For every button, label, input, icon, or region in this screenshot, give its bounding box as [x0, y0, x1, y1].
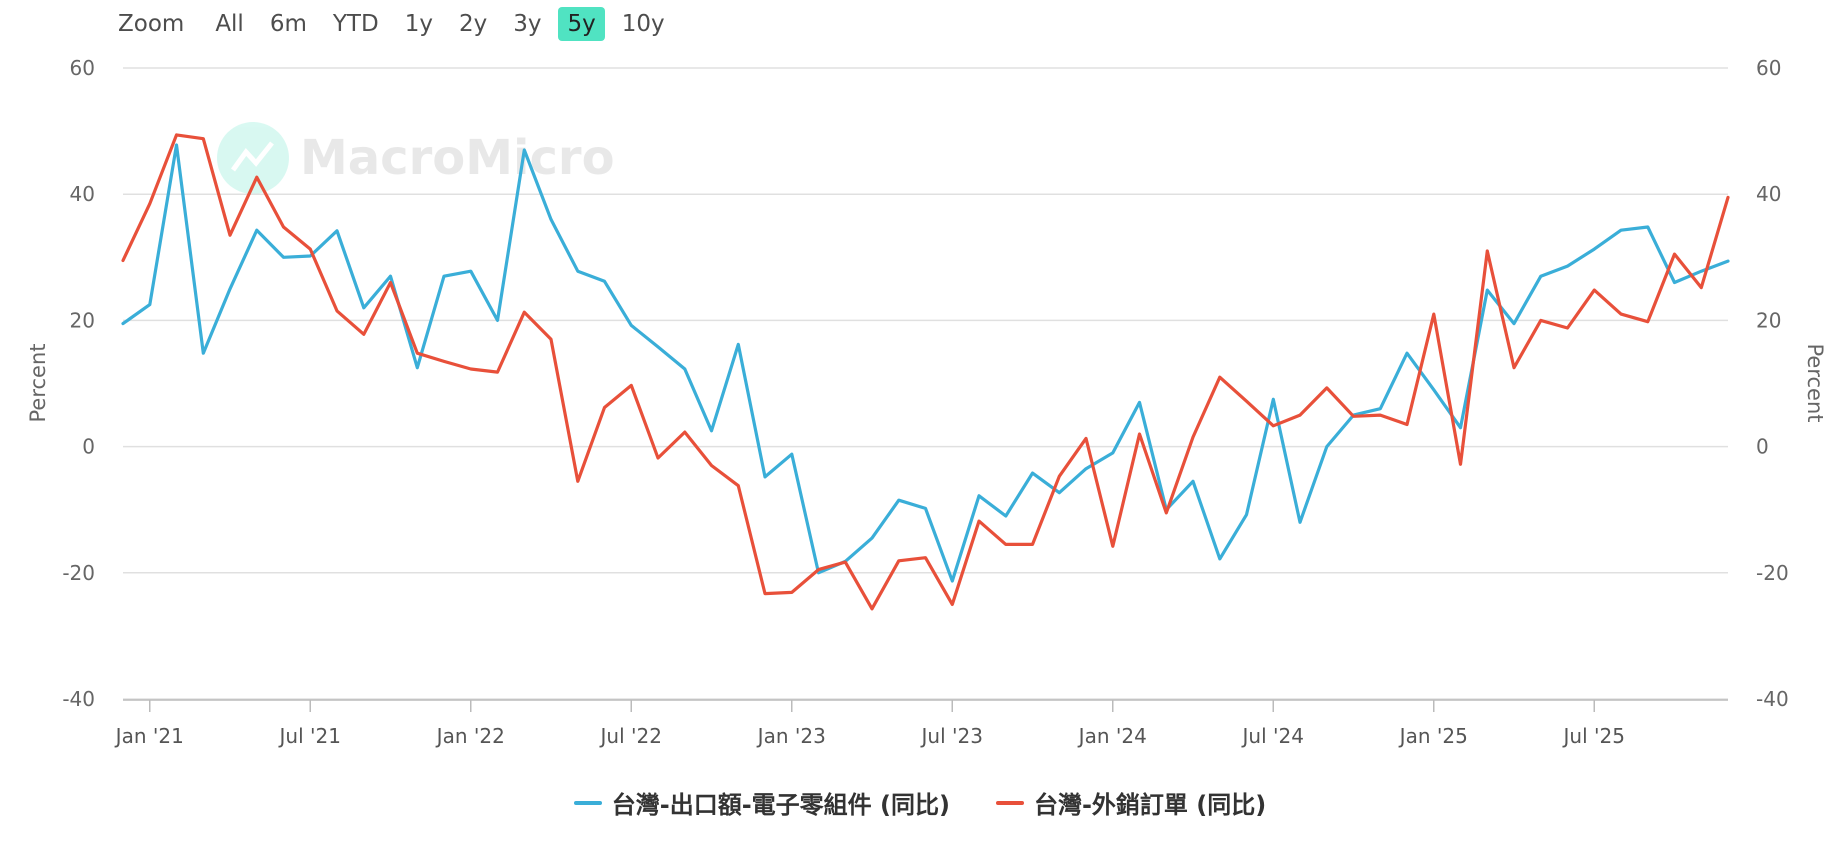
y-tick-label-left: -20: [62, 561, 95, 585]
legend-swatch-red: [995, 800, 1024, 805]
zoom-ytd-button[interactable]: YTD: [332, 11, 379, 37]
y-axis-right: 60 40 20 0 -20 -40: [1756, 56, 1789, 711]
zoom-10y-button[interactable]: 10y: [621, 11, 665, 37]
y-tick-label-right: -20: [1756, 561, 1789, 585]
x-tick-label: Jul '24: [1241, 724, 1304, 748]
y-tick-label-left: 60: [70, 56, 95, 80]
x-tick-label: Jan '23: [756, 724, 826, 748]
x-tick-label: Jul '21: [278, 724, 341, 748]
y-axis-left-title: Percent: [26, 343, 50, 422]
x-axis: Jan '21 Jul '21 Jan '22 Jul '22 Jan '23 Jul '…: [114, 699, 1728, 748]
x-tick-label: Jul '23: [920, 724, 983, 748]
legend-swatch-blue: [573, 800, 602, 805]
watermark-text: MacroMicro: [300, 130, 615, 186]
x-tick-label: Jul '25: [1562, 724, 1625, 748]
watermark: MacroMicro: [217, 122, 615, 194]
grid: [123, 67, 1728, 700]
legend-label-export-orders: 台灣-外銷訂單 (同比): [1033, 791, 1267, 819]
y-tick-label-right: 60: [1756, 56, 1781, 80]
x-tick-label: Jan '21: [114, 724, 184, 748]
zoom-toolbar: Zoom All 6m YTD 1y 2y 3y 5y 10y: [118, 4, 682, 44]
zoom-3y-button[interactable]: 3y: [513, 11, 542, 37]
legend-item-electronics-exports[interactable]: 台灣-出口額-電子零組件 (同比): [573, 785, 950, 820]
zoom-6m-button[interactable]: 6m: [269, 11, 307, 37]
legend-label-electronics-exports: 台灣-出口額-電子零組件 (同比): [611, 791, 950, 819]
watermark-logo-mark: [230, 141, 274, 172]
x-tick-label: Jan '25: [1398, 724, 1468, 748]
x-tick-label: Jan '24: [1077, 724, 1147, 748]
y-tick-label-right: 0: [1756, 435, 1769, 459]
series-group: [121, 133, 1730, 611]
zoom-all-button[interactable]: All: [215, 11, 244, 37]
legend-item-export-orders[interactable]: 台灣-外銷訂單 (同比): [995, 785, 1267, 820]
x-tick-label: Jan '22: [435, 724, 505, 748]
x-tick-label: Jul '22: [599, 724, 662, 748]
watermark-logo-icon: [217, 122, 289, 194]
y-axis-left: 60 40 20 0 -20 -40: [62, 56, 95, 711]
zoom-1y-button[interactable]: 1y: [404, 11, 433, 37]
y-tick-label-right: -40: [1756, 687, 1789, 711]
zoom-label: Zoom: [118, 11, 185, 37]
line-chart: MacroMicro 60 40 20 0 -20 -40 60 40 20 0 -20 -40 J…: [26, 56, 1827, 748]
y-tick-label-left: -40: [62, 687, 95, 711]
y-tick-label-left: 0: [82, 435, 95, 459]
y-tick-label-right: 40: [1756, 182, 1781, 206]
legend: 台灣-出口額-電子零組件 (同比) 台灣-外銷訂單 (同比): [0, 785, 1840, 820]
series-line-export-orders: [121, 133, 1730, 611]
y-tick-label-left: 20: [70, 308, 95, 332]
y-tick-label-left: 40: [70, 182, 95, 206]
y-tick-label-right: 20: [1756, 308, 1781, 332]
series-line-electronics-exports: [121, 143, 1730, 583]
zoom-2y-button[interactable]: 2y: [458, 11, 488, 37]
zoom-5y-button[interactable]: 5y: [558, 7, 605, 41]
y-axis-right-title: Percent: [1803, 343, 1827, 422]
